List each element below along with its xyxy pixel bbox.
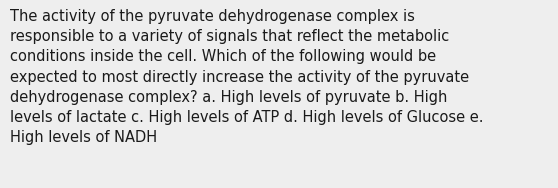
Text: The activity of the pyruvate dehydrogenase complex is
responsible to a variety o: The activity of the pyruvate dehydrogena… bbox=[10, 9, 484, 145]
